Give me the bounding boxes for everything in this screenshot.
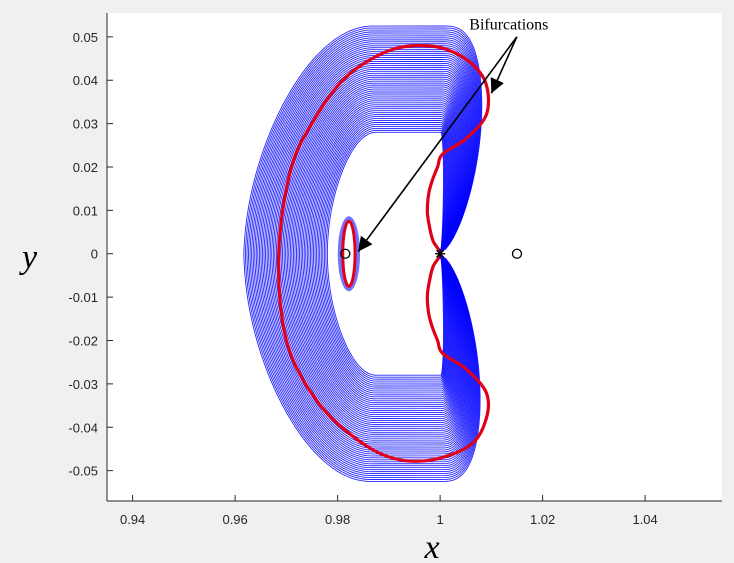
family-curve bbox=[283, 76, 464, 431]
family-curve bbox=[288, 82, 462, 425]
family-curve bbox=[285, 78, 464, 429]
orbit-family-curves bbox=[243, 25, 483, 482]
family-curve bbox=[263, 51, 474, 457]
x-tick-label: 0.98 bbox=[325, 512, 350, 527]
family-curve bbox=[323, 127, 446, 380]
y-tick-label: 0 bbox=[91, 247, 98, 262]
family-curve bbox=[319, 121, 448, 386]
family-curve bbox=[282, 74, 465, 433]
family-curve bbox=[320, 123, 447, 384]
family-curve bbox=[280, 72, 466, 435]
family-curve bbox=[268, 57, 471, 451]
x-tick-label: 1.04 bbox=[632, 512, 657, 527]
y-tick-label: -0.05 bbox=[68, 464, 98, 479]
family-curve bbox=[308, 108, 453, 400]
family-curve bbox=[325, 129, 445, 378]
family-curve bbox=[291, 86, 461, 421]
y-tick-label: -0.01 bbox=[68, 290, 98, 305]
family-curve bbox=[251, 35, 479, 473]
family-curve bbox=[255, 41, 477, 467]
star-stroke bbox=[436, 249, 445, 258]
family-curve bbox=[289, 84, 461, 423]
y-tick-label: -0.04 bbox=[68, 420, 98, 435]
family-curve bbox=[257, 43, 476, 465]
x-tick-label: 1.02 bbox=[530, 512, 555, 527]
family-curve bbox=[266, 55, 472, 453]
equilibrium-circle-marker bbox=[511, 248, 523, 259]
family-curve bbox=[252, 37, 478, 471]
family-curve bbox=[261, 49, 474, 459]
family-curve bbox=[317, 120, 449, 388]
family-curve bbox=[300, 98, 456, 410]
y-tick-label: -0.03 bbox=[68, 377, 98, 392]
y-axis-title: y bbox=[19, 239, 38, 276]
family-curve bbox=[254, 39, 478, 469]
equilibrium-markers bbox=[340, 248, 523, 259]
family-curve bbox=[294, 90, 459, 417]
equilibrium-circle-marker bbox=[340, 248, 351, 259]
family-curve bbox=[286, 80, 463, 427]
bifurcation-orbit-outer bbox=[276, 43, 491, 463]
family-curve bbox=[243, 25, 483, 482]
annotation-arrow bbox=[357, 36, 518, 253]
family-curve bbox=[316, 118, 449, 390]
y-tick-label: -0.02 bbox=[68, 334, 98, 349]
x-tick-label: 0.94 bbox=[120, 512, 145, 527]
x-axis-title: x bbox=[423, 529, 439, 563]
family-curve bbox=[272, 62, 469, 445]
annotation-arrow bbox=[490, 36, 518, 94]
family-curve bbox=[265, 53, 473, 455]
family-curve bbox=[322, 125, 447, 382]
y-tick-label: 0.03 bbox=[73, 117, 98, 132]
axes: 0.94 0.96 0.98 1 1.02 1.04 0.05 0.04 0.03 0.02 0.0… bbox=[68, 13, 722, 527]
family-curve bbox=[311, 112, 452, 396]
y-tick-label: 0.01 bbox=[73, 203, 98, 218]
primary-star-marker bbox=[435, 248, 446, 259]
family-curve bbox=[274, 64, 469, 443]
family-curve bbox=[244, 27, 482, 480]
y-tick-label: 0.02 bbox=[73, 160, 98, 175]
plot-area bbox=[107, 13, 722, 501]
family-curve bbox=[314, 116, 450, 392]
y-tick-label: 0.04 bbox=[73, 73, 98, 88]
family-curve bbox=[303, 102, 455, 406]
annotation: Bifurcations bbox=[357, 17, 548, 253]
x-tick-label: 1 bbox=[437, 512, 444, 527]
family-curve bbox=[260, 47, 475, 461]
family-curve bbox=[302, 100, 456, 408]
family-curve bbox=[292, 88, 460, 419]
y-tick-label: 0.05 bbox=[73, 30, 98, 45]
family-curve bbox=[305, 104, 454, 404]
family-curve bbox=[312, 114, 451, 394]
family-curve bbox=[306, 106, 454, 402]
bifurcation-orbits bbox=[276, 43, 491, 463]
x-tick-label: 0.96 bbox=[222, 512, 247, 527]
family-curve bbox=[275, 66, 468, 441]
family-curve bbox=[258, 45, 476, 463]
family-curve bbox=[309, 110, 452, 398]
family-curve bbox=[271, 60, 470, 447]
annotation-label: Bifurcations bbox=[469, 17, 548, 34]
bifurcation-orbit-inner bbox=[341, 219, 357, 288]
family-curve bbox=[269, 59, 471, 449]
